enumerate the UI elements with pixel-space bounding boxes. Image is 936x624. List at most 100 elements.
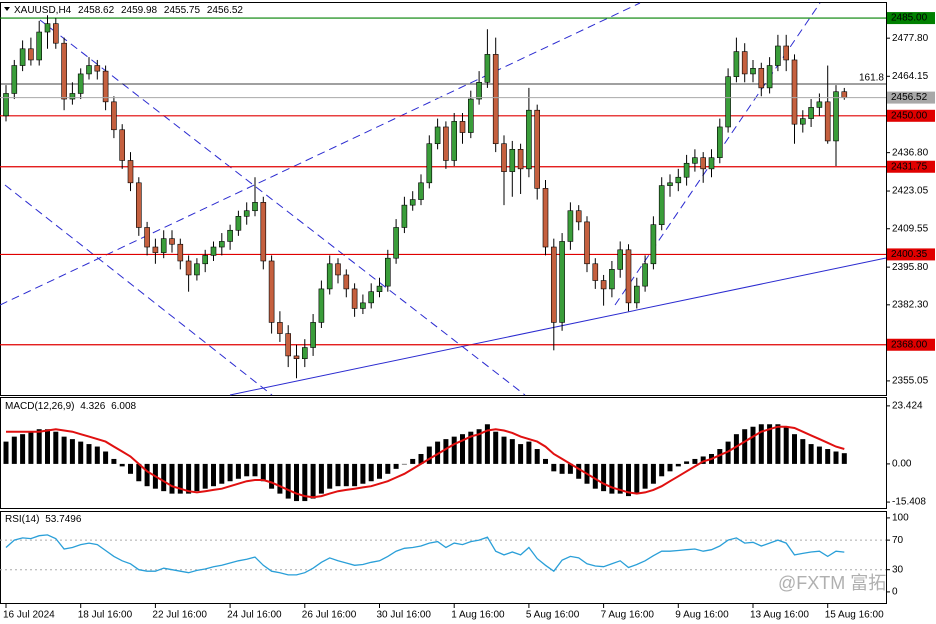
macd-bar [36,429,42,464]
candle-body [741,51,748,75]
macd-bar [294,463,299,502]
fib-label: 161.8 [859,73,884,84]
y-tick-label: 2436.80 [892,147,929,158]
y-tick-label: 0.00 [892,459,912,470]
candle-body [692,157,698,164]
candle-body [160,238,167,253]
candle-body [791,59,798,125]
candle-body [501,143,507,172]
price-level-box [887,12,935,25]
y-tick-label: 2409.55 [892,223,929,234]
y-tick-label: 0 [892,587,898,598]
price-level-label: 2368.00 [891,339,928,350]
candle-body [600,280,607,290]
candle-body [716,126,723,158]
candle-body [136,182,142,228]
y-tick-label: 30 [892,564,904,575]
macd-bar [277,463,283,494]
rsi-header: RSI(14) 53.7496 [5,514,82,525]
macd-bar [426,446,432,464]
candle-body [227,229,233,242]
candle-body [36,31,43,61]
macd-bar [750,426,756,464]
x-tick-label: 16 Jul 2024 [3,610,55,621]
candle-body [69,93,76,100]
trendline [229,257,887,396]
candle-body [434,126,441,145]
price-level-box [887,109,935,122]
candle-body [758,68,765,89]
macd-bar [725,441,731,464]
candle-body [592,263,599,281]
candle-body [783,45,790,61]
candle-body [584,221,590,265]
macd-bar [235,463,241,479]
candle-body [609,269,615,290]
macd-bar [252,463,258,477]
macd-bar [534,449,540,464]
macd-bar [717,449,723,464]
candle-body [841,91,848,98]
main-panel-frame [0,2,887,396]
macd-header: MACD(12,26,9) 4.326 6.008 [5,401,137,412]
candle-body [77,73,84,94]
candle-body [733,51,740,78]
candle-body [675,176,682,184]
macd-bar [634,463,640,494]
price-level-box [887,248,935,261]
macd-bar [601,463,607,492]
candle-body [642,263,648,287]
macd-bar [775,424,781,464]
candle-body [86,65,92,75]
price-level-box [887,160,935,173]
y-tick-label: 70 [892,535,904,546]
macd-bar [244,463,250,477]
candle-body [542,188,549,248]
macd-bar [269,463,275,489]
candle-body [3,93,9,117]
macd-bar [758,424,764,464]
candle-body [351,288,358,309]
candle-body [492,54,499,145]
macd-bar [418,453,424,464]
macd-bar [343,463,349,487]
candle-body [360,302,366,309]
candle-body [318,288,325,323]
macd-bar [169,463,175,494]
candle-body [268,260,275,323]
candle-body [61,42,67,100]
candle-body [169,238,175,245]
x-tick-label: 15 Aug 16:00 [825,610,884,621]
trendline [39,19,526,396]
macd-bar [659,463,665,477]
candle-body [509,149,516,172]
x-tick-label: 18 Jul 16:00 [78,610,133,621]
price-level-box [887,338,935,351]
x-tick-label: 13 Aug 16:00 [750,610,809,621]
candle-body [194,263,200,276]
macd-signal-line [6,425,845,499]
price-level-label: 2450.00 [891,110,928,121]
macd-bar [518,444,524,464]
candle-body [102,70,109,103]
macd-bar [733,434,739,464]
candle-body [650,224,657,265]
macd-bar [642,463,648,489]
macd-bar [783,426,789,464]
candle-body [260,202,267,262]
candle-body [575,210,582,223]
candle-body [326,263,333,290]
macd-bar [808,444,814,464]
macd-bar [692,458,698,464]
candle-body [443,126,449,161]
macd-bar [551,463,557,472]
candle-body [384,257,391,287]
macd-bar [368,463,374,482]
macd-bar [186,463,192,494]
rsi-line [5,534,845,576]
candle-body [484,54,491,83]
ohlc-open: 2458.62 [78,5,115,16]
x-tick-label: 24 Jul 16:00 [227,610,282,621]
macd-bar [78,441,84,464]
candle-body [243,210,250,217]
